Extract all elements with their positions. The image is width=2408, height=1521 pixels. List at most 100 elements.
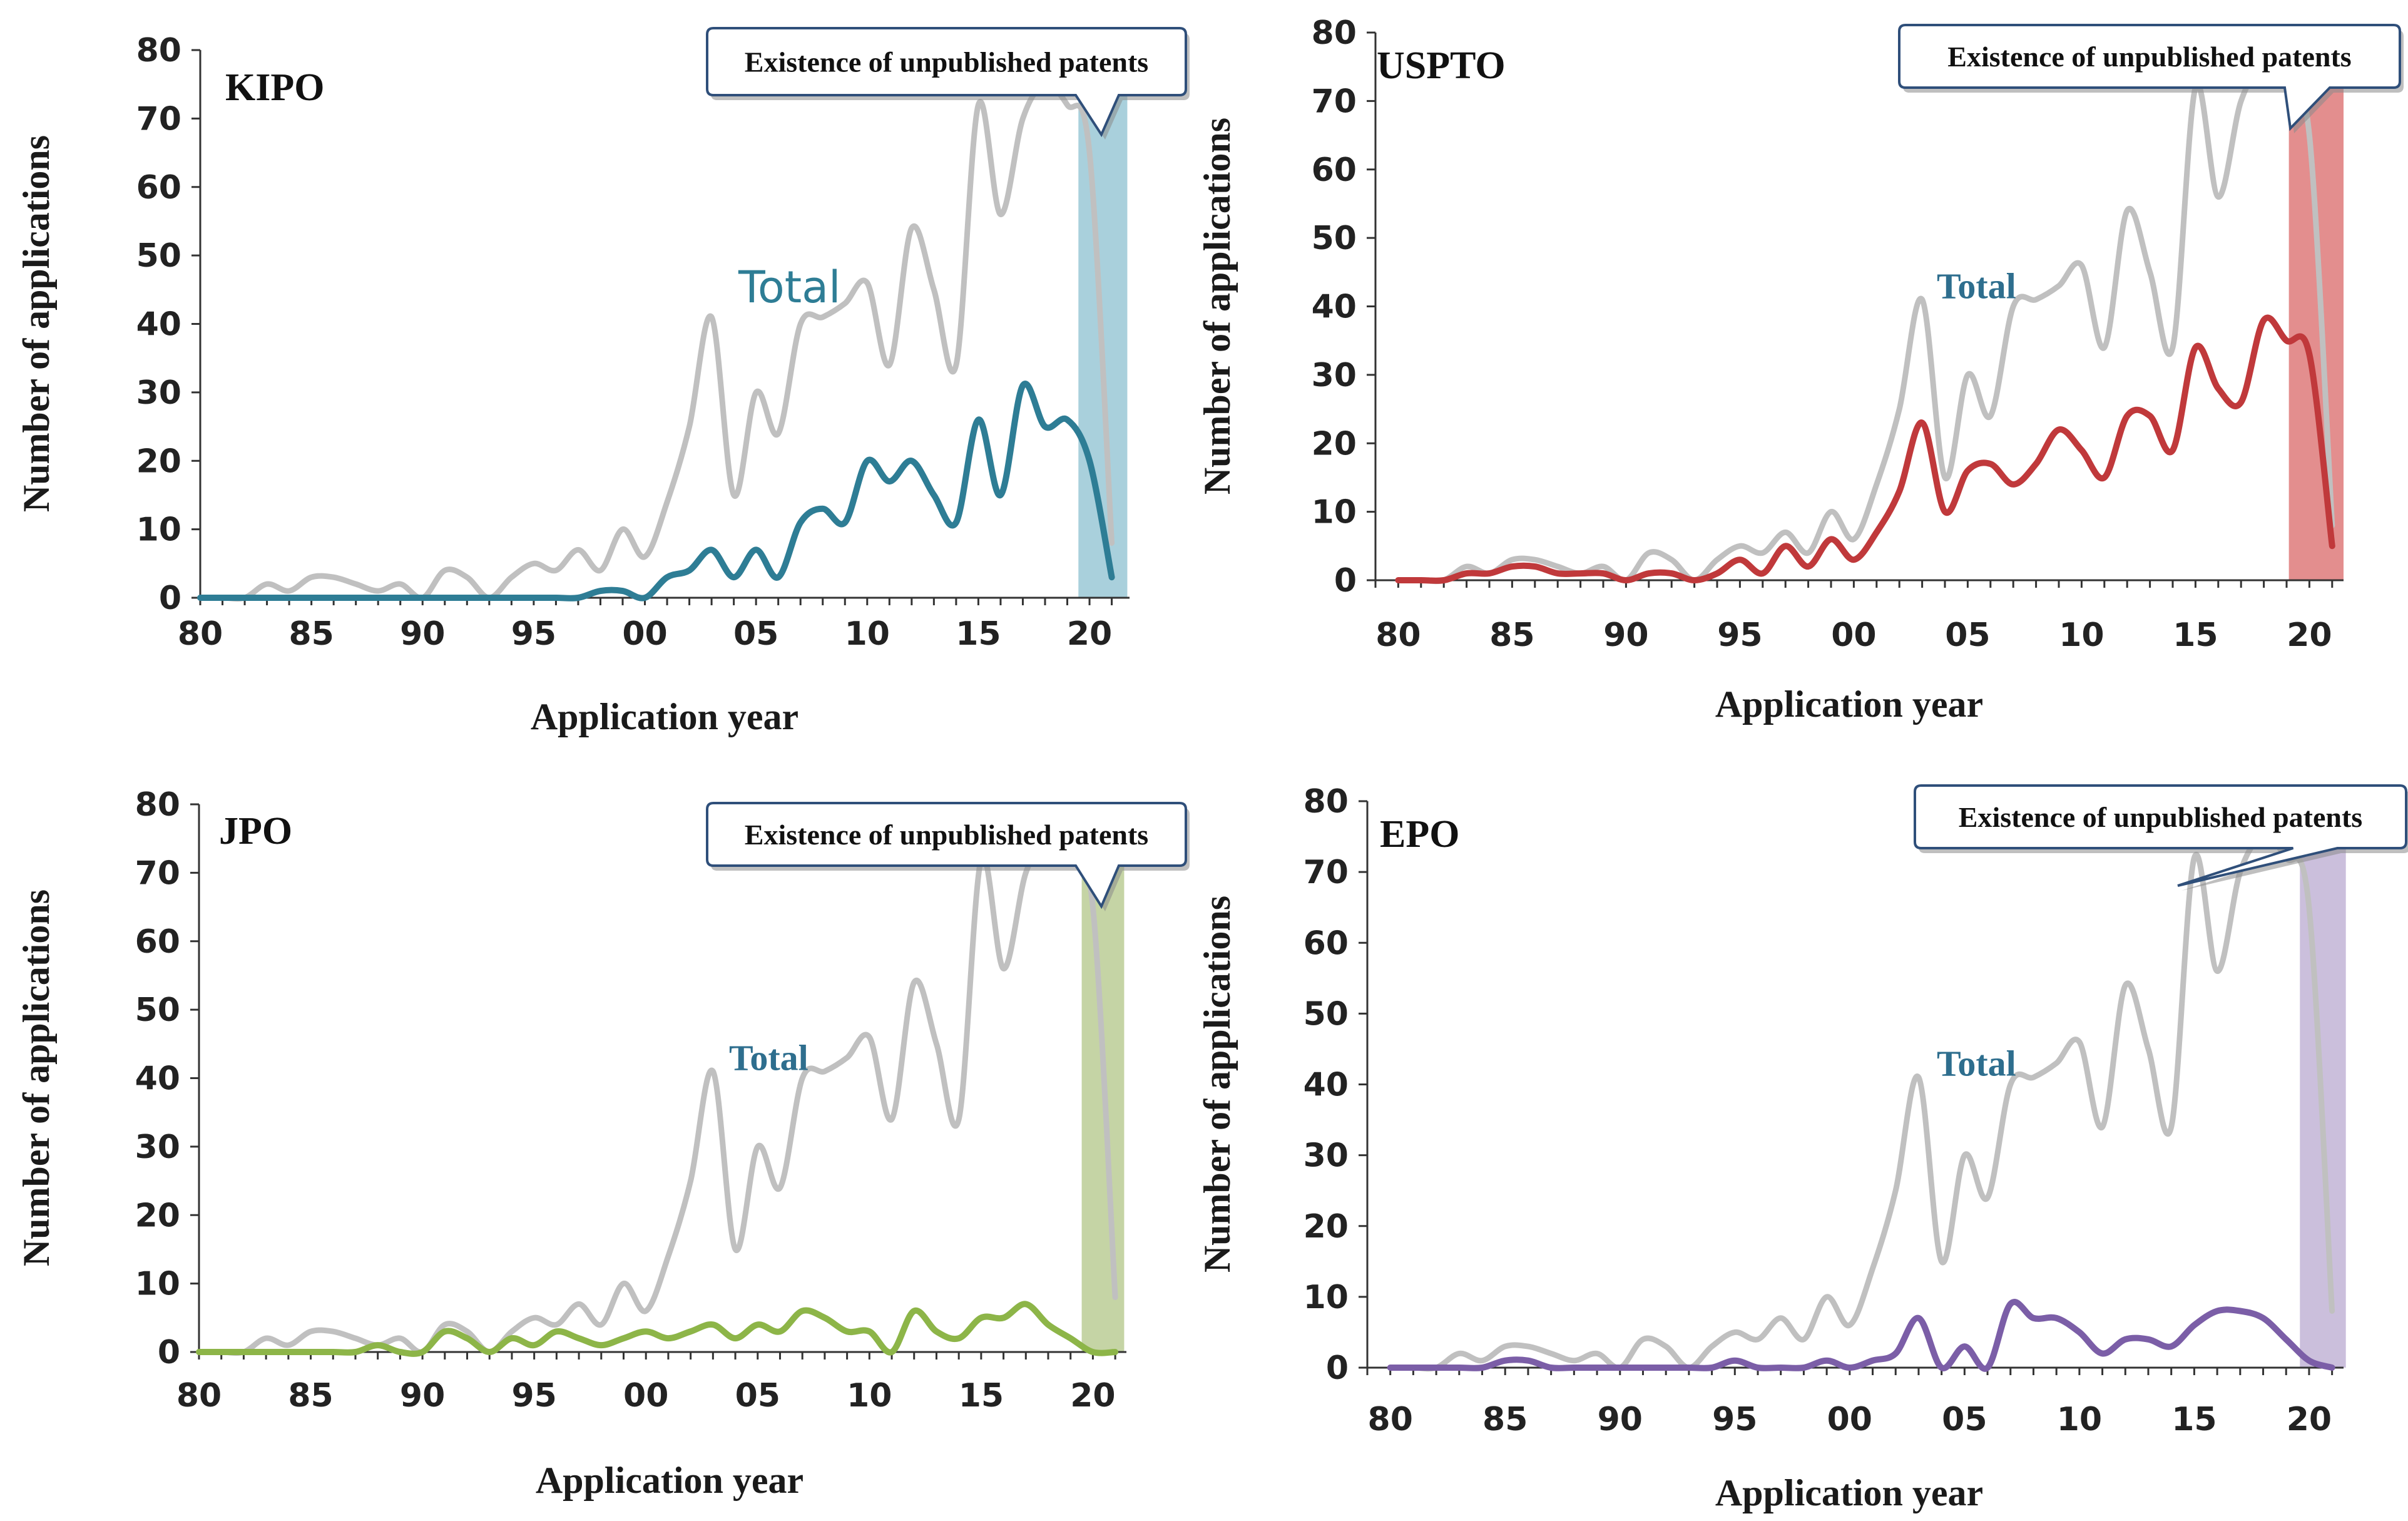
x-tick-label: 00 (1827, 1401, 1872, 1438)
y-tick-label: 50 (135, 991, 180, 1029)
x-tick-label: 15 (959, 1377, 1004, 1415)
total-annotation: Total (738, 262, 840, 313)
x-tick-label: 20 (2287, 617, 2332, 654)
x-tick-label: 05 (1942, 1401, 1987, 1438)
y-tick-label: 80 (1312, 14, 1357, 52)
x-tick-label: 90 (400, 1377, 445, 1415)
panel-uspto: 0 10 20 30 40 50 60 70 80 80 85 90 95 00 05 10 15 20 Total… (1196, 14, 2404, 725)
y-tick-label: 70 (136, 100, 181, 138)
x-tick-label: 85 (1482, 1401, 1528, 1438)
panel-kipo: 0 10 20 30 40 50 60 70 80 80 85 90 95 00 05 10 15 20 Total… (16, 27, 1190, 737)
total-annotation: Total (729, 1038, 809, 1078)
y-axis-title: Number of applications (16, 135, 57, 512)
x-tick-label: 00 (622, 615, 667, 653)
y-tick-label: 0 (1334, 562, 1357, 600)
x-tick-label: 90 (1603, 617, 1648, 654)
y-tick-label: 50 (1303, 995, 1349, 1033)
x-tick-label: 20 (1067, 615, 1112, 653)
y-tick-label: 30 (136, 374, 181, 412)
y-tick-label: 70 (1312, 83, 1357, 120)
x-tick-label: 00 (1831, 617, 1876, 654)
y-tick-label: 40 (1303, 1067, 1349, 1104)
x-tick-label: 95 (1712, 1401, 1757, 1438)
x-tick-label: 80 (1368, 1401, 1413, 1438)
x-tick-label: 15 (2171, 1401, 2217, 1438)
y-tick-label: 30 (135, 1129, 180, 1166)
y-tick-label: 30 (1312, 357, 1357, 394)
callout-bubble (1914, 784, 2407, 887)
x-tick-label: 05 (733, 615, 778, 653)
x-tick-label: 85 (288, 615, 334, 653)
y-tick-label: 60 (135, 923, 180, 961)
y-tick-label: 20 (1303, 1208, 1349, 1246)
total-series-line (196, 835, 1118, 1356)
y-axis-title: Number of applications (1196, 896, 1238, 1273)
y-tick-label: 0 (158, 1334, 180, 1371)
y-tick-label: 10 (1303, 1279, 1349, 1316)
y-tick-label: 50 (1312, 220, 1357, 257)
total-annotation: Total (1937, 1043, 2016, 1084)
x-axis-title: Application year (1715, 1472, 1983, 1513)
callout-bubble (706, 802, 1187, 909)
x-axis-title: Application year (1715, 684, 1983, 725)
x-tick-label: 95 (1717, 617, 1762, 654)
y-tick-label: 80 (136, 32, 181, 69)
x-tick-label: 15 (956, 615, 1001, 653)
x-tick-label: 05 (1945, 617, 1990, 654)
x-tick-label: 95 (511, 615, 556, 653)
callout-text: Existence of unpublished patents (745, 46, 1148, 78)
x-tick-label: 85 (288, 1377, 333, 1415)
office-title: KIPO (225, 66, 324, 109)
y-tick-label: 20 (1312, 425, 1357, 463)
y-tick-label: 0 (159, 580, 181, 617)
x-tick-label: 90 (400, 615, 445, 653)
panel-epo: 0 10 20 30 40 50 60 70 80 80 85 90 95 00 05 10 15 20 Total… (1196, 783, 2408, 1513)
callout-bubble (706, 27, 1187, 138)
x-axis-title: Application year (531, 696, 798, 737)
y-tick-label: 20 (136, 443, 181, 480)
jpo-series-line (196, 1301, 1119, 1357)
x-tick-label: 10 (847, 1377, 892, 1415)
x-tick-label: 80 (178, 615, 223, 653)
y-tick-label: 0 (1326, 1349, 1349, 1387)
total-series-line (1395, 63, 2335, 585)
y-tick-label: 10 (135, 1266, 180, 1303)
y-tick-label: 50 (136, 237, 181, 275)
x-tick-label: 80 (1375, 617, 1421, 654)
office-title: EPO (1380, 813, 1459, 856)
total-annotation: Total (1937, 266, 2016, 307)
y-tick-label: 40 (135, 1060, 180, 1098)
callout-text: Existence of unpublished patents (745, 819, 1148, 851)
y-tick-label: 40 (136, 306, 181, 344)
x-tick-label: 10 (2059, 617, 2104, 654)
y-axis-title: Number of applications (1196, 118, 1238, 494)
total-series-line (197, 81, 1115, 602)
callout-bubble (1898, 24, 2401, 131)
x-axis-title: Application year (536, 1460, 804, 1501)
callout-text: Existence of unpublished patents (1947, 41, 2351, 73)
x-tick-label: 20 (2287, 1401, 2332, 1438)
y-tick-label: 40 (1312, 289, 1357, 326)
epo-series-line (1387, 1299, 2335, 1372)
y-tick-label: 80 (1303, 783, 1349, 821)
x-tick-label: 80 (176, 1377, 222, 1415)
panel-jpo: 0 10 20 30 40 50 60 70 80 80 85 90 95 00 05 10 15 20 Total… (16, 786, 1190, 1501)
x-tick-label: 90 (1598, 1401, 1643, 1438)
y-tick-label: 30 (1303, 1137, 1349, 1175)
y-axis-title: Number of applications (16, 889, 57, 1266)
y-tick-label: 20 (135, 1197, 180, 1234)
y-tick-label: 60 (136, 169, 181, 207)
y-tick-label: 70 (1303, 854, 1349, 891)
x-tick-label: 10 (845, 615, 890, 653)
total-series-line (1387, 833, 2335, 1372)
unpublished-highlight-band (2288, 73, 2344, 580)
x-tick-label: 05 (735, 1377, 780, 1415)
y-tick-label: 60 (1303, 924, 1349, 962)
kipo-series-line (197, 381, 1115, 602)
office-title: USPTO (1377, 44, 1506, 87)
x-tick-label: 95 (511, 1377, 556, 1415)
y-tick-label: 80 (135, 786, 180, 824)
callout-text: Existence of unpublished patents (1959, 801, 2362, 833)
x-tick-label: 20 (1070, 1377, 1115, 1415)
